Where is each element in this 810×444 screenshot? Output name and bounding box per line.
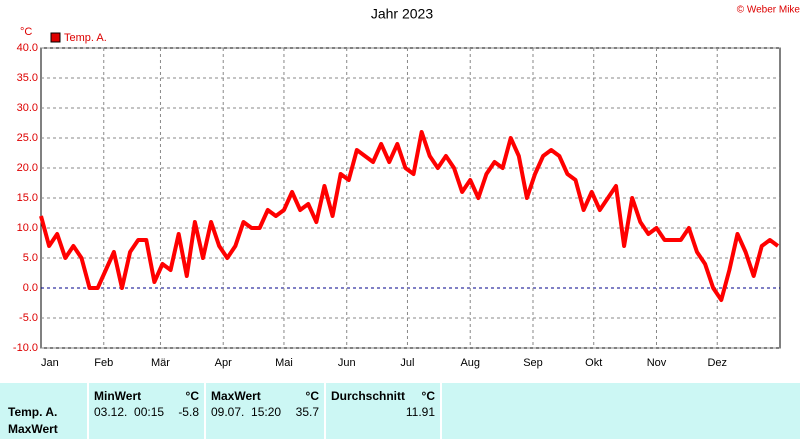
chart-title: Jahr 2023 xyxy=(371,6,433,22)
y-tick-label: 0.0 xyxy=(23,282,38,294)
column-value: -5.8 xyxy=(178,405,199,419)
x-tick-label: Mär xyxy=(151,357,170,369)
y-tick-label: 10.0 xyxy=(17,222,38,234)
column-title: MaxWert xyxy=(211,389,261,403)
column-unit: °C xyxy=(186,389,200,403)
y-tick-label: 5.0 xyxy=(23,252,38,264)
y-tick-label: 25.0 xyxy=(17,132,38,144)
row-label: MaxWert xyxy=(8,422,58,436)
column-title: MinWert xyxy=(94,389,141,403)
x-tick-label: Feb xyxy=(94,357,113,369)
column-value: 11.91 xyxy=(406,405,435,419)
y-tick-label: 20.0 xyxy=(17,162,38,174)
legend-swatch xyxy=(50,32,61,43)
y-tick-label: 35.0 xyxy=(17,72,38,84)
y-axis-label: °C xyxy=(20,26,32,38)
y-tick-label: 15.0 xyxy=(17,192,38,204)
table-bg xyxy=(0,383,800,439)
x-tick-label: Okt xyxy=(585,357,602,369)
y-tick-label: 30.0 xyxy=(17,102,38,114)
column-unit: °C xyxy=(306,389,320,403)
legend-label: Temp. A. xyxy=(64,32,107,44)
x-tick-label: Mai xyxy=(275,357,293,369)
x-tick-label: Jan xyxy=(41,357,59,369)
column-unit: °C xyxy=(422,389,436,403)
column-date: 03.12. 00:15 xyxy=(94,405,164,419)
x-tick-label: Jul xyxy=(400,357,414,369)
x-tick-label: Dez xyxy=(707,357,727,369)
column-title: Durchschnitt xyxy=(331,389,405,403)
y-tick-label: 40.0 xyxy=(17,42,38,54)
x-tick-label: Sep xyxy=(523,357,543,369)
x-tick-label: Apr xyxy=(215,357,232,369)
column-value: 35.7 xyxy=(296,405,320,419)
y-tick-label: -10.0 xyxy=(13,342,38,354)
data-line xyxy=(39,130,780,302)
y-tick-label: -5.0 xyxy=(19,312,38,324)
column-date: 09.07. 15:20 xyxy=(211,405,281,419)
row-label: Temp. A. xyxy=(8,405,57,419)
x-tick-label: Aug xyxy=(460,357,480,369)
copyright: © Weber Mike xyxy=(737,5,801,16)
x-tick-label: Jun xyxy=(338,357,356,369)
x-tick-label: Nov xyxy=(647,357,667,369)
